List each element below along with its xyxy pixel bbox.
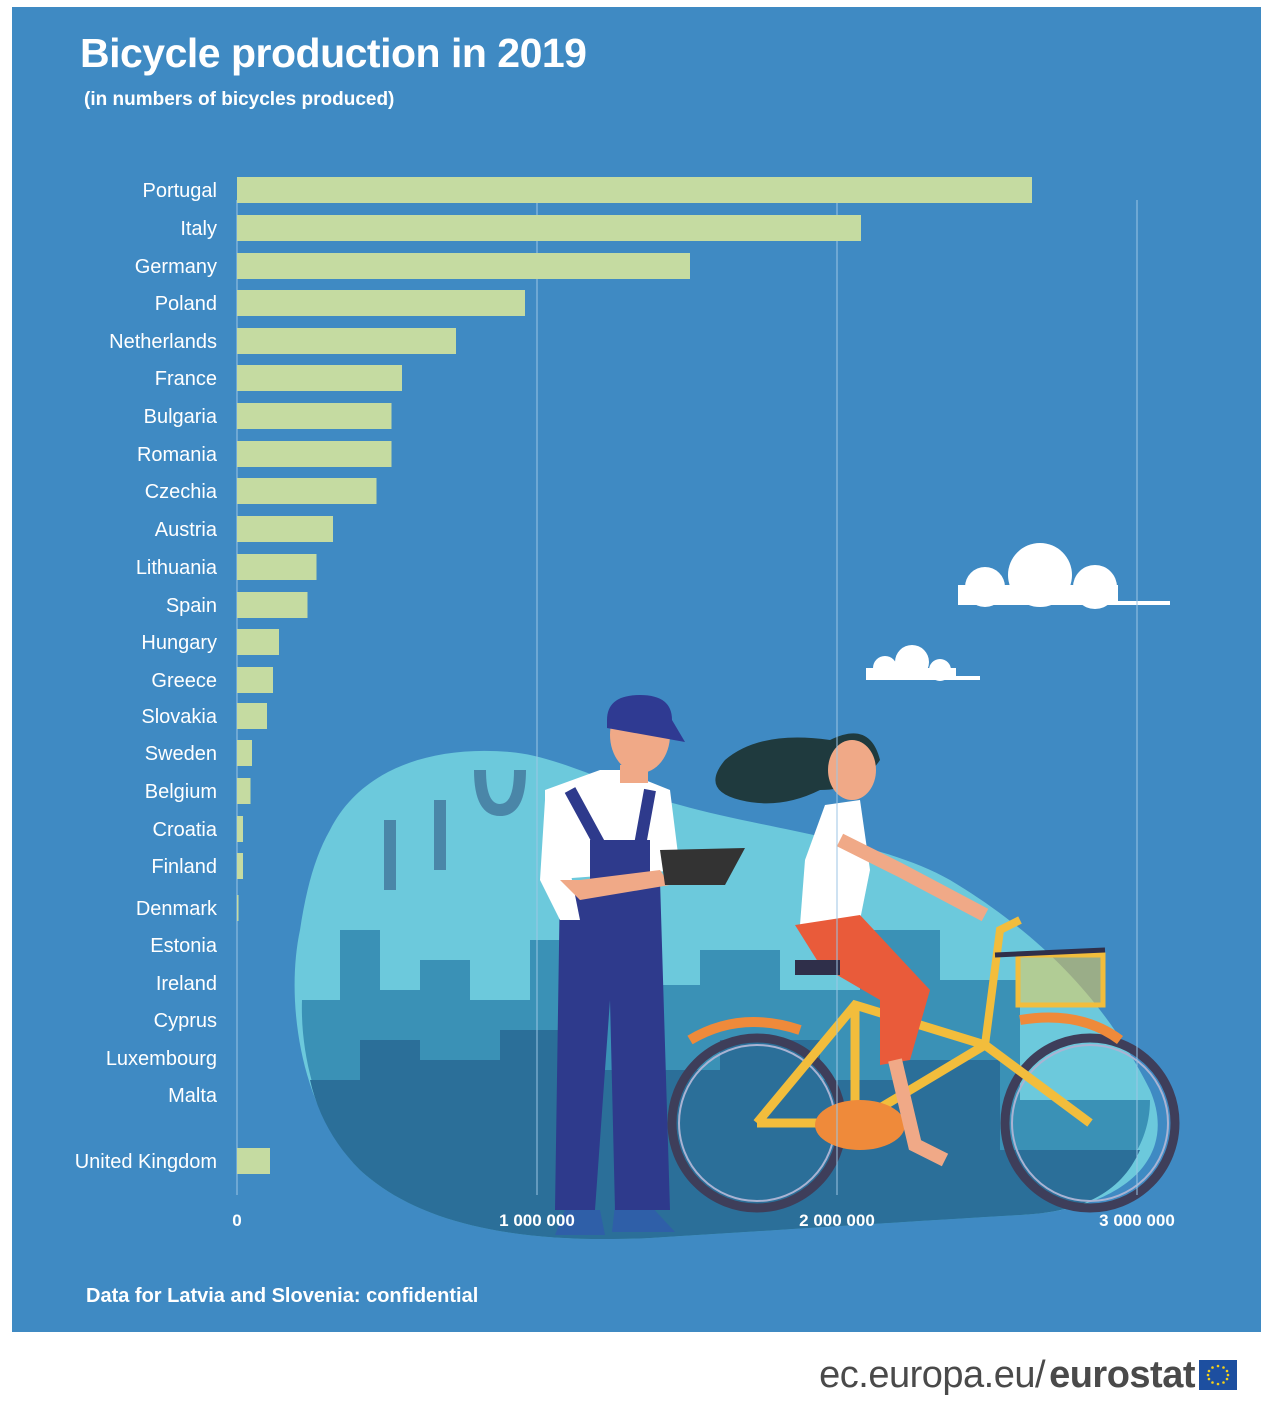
bar-germany <box>237 253 690 279</box>
bar-hungary <box>237 629 279 655</box>
category-label: Sweden <box>145 743 217 765</box>
bars <box>237 177 1032 1174</box>
chart-subtitle: (in numbers of bicycles produced) <box>84 89 395 110</box>
category-label: Hungary <box>141 632 217 654</box>
bar-belgium <box>237 778 251 804</box>
bar-france <box>237 365 402 391</box>
eu-flag-icon <box>1199 1360 1237 1390</box>
bar-united-kingdom <box>237 1148 270 1174</box>
bar-romania <box>237 441 392 467</box>
bar-austria <box>237 516 333 542</box>
category-label: Germany <box>135 256 217 278</box>
category-label: Italy <box>180 218 217 240</box>
bar-czechia <box>237 478 377 504</box>
brand-domain: ec.europa.eu/ <box>819 1353 1046 1396</box>
category-label: Finland <box>151 856 217 878</box>
category-label: Belgium <box>145 781 217 803</box>
category-label: Netherlands <box>109 331 217 353</box>
bar-finland <box>237 853 243 879</box>
x-axis-tick-labels: 0 1 000 000 2 000 000 3 000 000 <box>232 1211 1175 1230</box>
x-tick-label: 3 000 000 <box>1099 1211 1175 1230</box>
x-tick-label: 2 000 000 <box>799 1211 875 1230</box>
bar-lithuania <box>237 554 317 580</box>
category-label: Romania <box>137 444 218 466</box>
bar-greece <box>237 667 273 693</box>
category-label: Greece <box>151 670 217 692</box>
cyclist-figure <box>715 733 989 1167</box>
illustration-worker-and-cyclist <box>294 543 1180 1240</box>
bar-spain <box>237 592 308 618</box>
bar-bulgaria <box>237 403 392 429</box>
category-label: Spain <box>166 595 217 617</box>
category-label: Ireland <box>156 973 217 995</box>
eurostat-brand: ec.europa.eu/eurostat <box>819 1352 1237 1398</box>
brand-name: eurostat <box>1049 1353 1195 1396</box>
bar-netherlands <box>237 328 456 354</box>
bar-portugal <box>237 177 1032 203</box>
cloud-icon <box>958 543 1170 609</box>
footnote: Data for Latvia and Slovenia: confidenti… <box>86 1285 479 1307</box>
category-label: Austria <box>155 519 218 541</box>
category-label: Czechia <box>145 481 218 503</box>
bar-slovakia <box>237 703 267 729</box>
category-label: Denmark <box>136 898 218 920</box>
category-label: Bulgaria <box>144 406 218 428</box>
x-tick-label: 0 <box>232 1211 241 1230</box>
x-tick-label: 1 000 000 <box>499 1211 575 1230</box>
cloud-icon <box>866 645 980 681</box>
category-label: Slovakia <box>141 706 217 728</box>
bar-poland <box>237 290 525 316</box>
category-label: Lithuania <box>136 557 218 579</box>
category-label: Cyprus <box>154 1010 217 1032</box>
worker-figure <box>540 695 745 1235</box>
category-label: Malta <box>168 1085 218 1107</box>
category-label: Portugal <box>143 180 218 202</box>
bar-denmark <box>237 895 239 921</box>
category-label: Croatia <box>153 819 218 841</box>
bar-croatia <box>237 816 243 842</box>
category-label: Poland <box>155 293 217 315</box>
bar-italy <box>237 215 861 241</box>
category-label: Estonia <box>150 935 218 957</box>
bar-sweden <box>237 740 252 766</box>
category-labels: Portugal Italy Germany Poland Netherlands Fra… <box>75 180 218 1173</box>
chart-title: Bicycle production in 2019 <box>80 30 587 76</box>
category-label: United Kingdom <box>75 1151 217 1173</box>
category-label: Luxembourg <box>106 1048 217 1070</box>
category-label: France <box>155 368 217 390</box>
